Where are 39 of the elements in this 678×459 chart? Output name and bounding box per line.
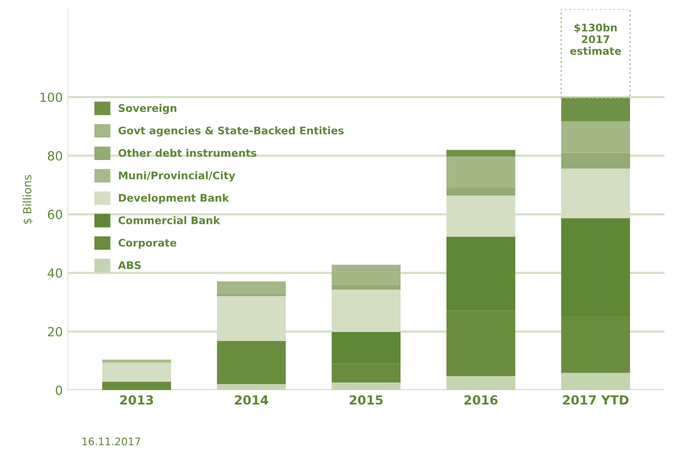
- bar: [446, 150, 516, 157]
- y-tick-label: 80: [48, 151, 62, 161]
- x-tick-label: 2016: [464, 395, 498, 405]
- bar: [446, 187, 516, 196]
- bar: [216, 340, 286, 384]
- y-axis-title: $ Billions: [22, 175, 33, 224]
- bar: [102, 362, 172, 382]
- bar: [332, 284, 401, 290]
- x-tick-label: 2015: [350, 395, 383, 405]
- x-tick-label: 2014: [234, 395, 268, 405]
- bar: [102, 382, 172, 390]
- bar: [561, 98, 630, 122]
- x-tick-label: 2013: [120, 395, 154, 405]
- y-tick-label: 40: [48, 268, 62, 278]
- legend-label: ABS: [118, 261, 141, 270]
- annotation: $130bn 2017 estimate: [570, 23, 621, 55]
- legend-label: Corporate: [118, 238, 176, 249]
- legend-label: Govt agencies & State-Backed Entities: [118, 126, 344, 137]
- legend-label: Commercial Bank: [118, 216, 220, 224]
- bar: [102, 360, 172, 363]
- bar: [332, 382, 401, 390]
- bar: [216, 281, 286, 294]
- bar: [561, 152, 630, 169]
- bar: [446, 156, 516, 188]
- x-tick-label: 2017 YTD: [563, 395, 628, 405]
- y-tick-label: 60: [48, 210, 62, 220]
- bar: [561, 372, 630, 390]
- legend-label: Muni/Provincial/City: [118, 171, 236, 182]
- legend-label: Development Bank: [118, 194, 230, 204]
- y-tick-label: 100: [40, 92, 62, 102]
- y-tick-label: 0: [56, 386, 62, 396]
- y-tick-label: 20: [48, 327, 62, 336]
- bar: [332, 264, 401, 285]
- bar: [446, 376, 516, 390]
- legend-label: Sovereign: [118, 104, 176, 114]
- bar: [561, 121, 630, 153]
- bar: [216, 384, 286, 390]
- text: 16.11.2017: [82, 438, 140, 446]
- legend-label: Other debt instruments: [118, 148, 256, 157]
